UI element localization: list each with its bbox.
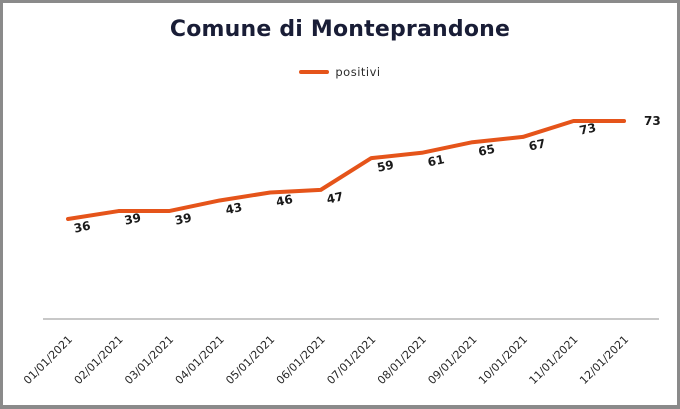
x-axis-label: 01/01/2021 [21,333,75,387]
data-label: 39 [174,211,193,228]
data-label: 46 [275,192,294,209]
x-axis-label: 05/01/2021 [223,333,277,387]
series-line-positivi [66,119,627,221]
x-axis-label: 11/01/2021 [527,333,581,387]
x-axis-label: 10/01/2021 [476,333,530,387]
x-axis-label: 02/01/2021 [72,333,126,387]
x-axis-label: 12/01/2021 [577,333,631,387]
x-axis-label: 09/01/2021 [425,333,479,387]
data-label: 47 [325,189,344,206]
data-label: 73 [578,121,597,138]
line-chart: 01/01/202102/01/202103/01/202104/01/2021… [21,114,661,387]
x-axis-label: 06/01/2021 [274,333,328,387]
data-label: 39 [123,211,142,228]
data-label: 67 [527,136,546,153]
legend-line-swatch-icon [299,70,330,74]
data-label: 43 [224,200,243,217]
x-axis-label: 08/01/2021 [375,333,429,387]
chart-title: Comune di Monteprandone [169,17,511,42]
x-axis-label: 03/01/2021 [122,333,176,387]
legend-label: positivi [335,65,381,79]
data-label: 61 [426,152,445,169]
data-label: 65 [477,142,496,159]
legend: positivi [3,65,677,79]
data-label: 59 [376,158,395,175]
x-axis-label: 04/01/2021 [173,333,227,387]
data-label: 36 [73,219,92,236]
data-label: 73 [644,114,661,128]
x-axis-label: 07/01/2021 [324,333,378,387]
